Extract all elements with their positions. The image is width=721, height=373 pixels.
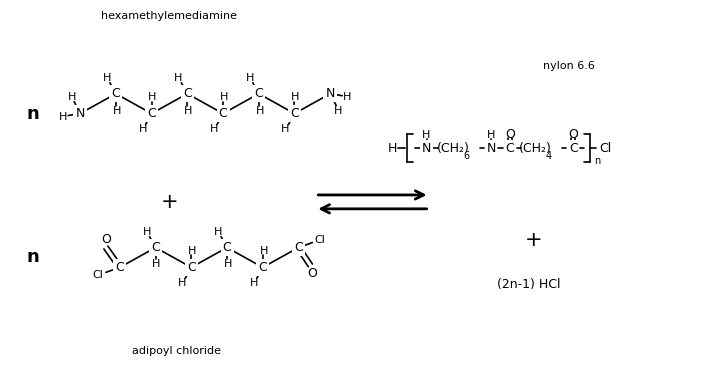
Text: 4: 4	[546, 151, 552, 161]
Text: H: H	[184, 106, 193, 116]
Text: adipoyl chloride: adipoyl chloride	[132, 346, 221, 356]
Text: O: O	[568, 128, 578, 141]
Text: C: C	[187, 261, 195, 274]
Text: H: H	[68, 92, 76, 102]
Text: H: H	[210, 125, 218, 134]
Text: H: H	[178, 278, 187, 288]
Text: H: H	[149, 92, 156, 102]
Text: C: C	[255, 87, 263, 100]
Text: H: H	[214, 227, 222, 236]
Text: H: H	[249, 278, 258, 288]
Text: C: C	[290, 107, 299, 120]
Text: H: H	[255, 106, 264, 116]
Text: Cl: Cl	[315, 235, 326, 245]
Text: N: N	[76, 107, 85, 120]
Text: O: O	[307, 267, 317, 280]
Text: C: C	[183, 87, 192, 100]
Text: C: C	[218, 107, 227, 120]
Text: (CH₂): (CH₂)	[519, 142, 552, 155]
Text: O: O	[101, 233, 111, 246]
Text: C: C	[569, 142, 578, 155]
Text: H: H	[59, 112, 68, 122]
Text: +: +	[525, 230, 542, 250]
Text: H: H	[224, 259, 232, 269]
Text: (2n-1) HCl: (2n-1) HCl	[497, 278, 560, 291]
Text: C: C	[147, 107, 156, 120]
Text: H: H	[281, 125, 290, 134]
Text: H: H	[138, 125, 147, 134]
Text: H: H	[143, 227, 151, 236]
Text: H: H	[220, 92, 229, 102]
Text: C: C	[258, 261, 267, 274]
Text: H: H	[343, 92, 351, 102]
Text: (CH₂): (CH₂)	[437, 142, 470, 155]
Text: H: H	[291, 92, 300, 102]
Text: C: C	[151, 241, 160, 254]
Text: H: H	[260, 245, 268, 256]
Text: Cl: Cl	[92, 270, 103, 280]
Text: 6: 6	[463, 151, 469, 161]
Text: C: C	[505, 142, 514, 155]
Text: H: H	[174, 73, 182, 83]
Text: H: H	[334, 106, 342, 116]
Text: H: H	[487, 131, 495, 140]
Text: +: +	[161, 192, 178, 212]
Text: n: n	[26, 248, 39, 266]
Text: H: H	[423, 131, 430, 140]
Text: H: H	[102, 73, 111, 83]
Text: nylon 6.6: nylon 6.6	[542, 61, 594, 71]
Text: H: H	[246, 73, 254, 83]
Text: H: H	[152, 259, 161, 269]
Text: C: C	[112, 87, 120, 100]
Text: C: C	[115, 261, 124, 274]
Text: n: n	[594, 156, 601, 166]
Text: N: N	[326, 87, 335, 100]
Text: hexamethylemediamine: hexamethylemediamine	[102, 11, 237, 21]
Text: N: N	[487, 142, 496, 155]
Text: O: O	[505, 128, 515, 141]
Text: n: n	[26, 104, 39, 123]
Text: H: H	[112, 106, 121, 116]
Text: H: H	[388, 142, 397, 155]
Text: Cl: Cl	[599, 142, 611, 155]
Text: C: C	[294, 241, 303, 254]
Text: H: H	[188, 245, 196, 256]
Text: N: N	[422, 142, 431, 155]
Text: C: C	[223, 241, 231, 254]
